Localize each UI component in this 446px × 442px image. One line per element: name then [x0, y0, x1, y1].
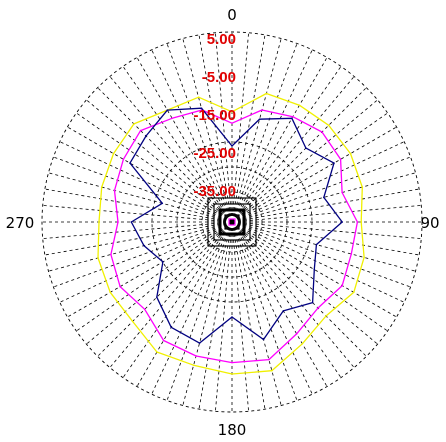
data-point [163, 340, 165, 342]
data-point [109, 292, 111, 294]
data-point [133, 123, 135, 125]
data-point [305, 147, 307, 149]
grid-spoke [68, 127, 233, 222]
grid-spoke [43, 205, 232, 222]
data-point [162, 261, 164, 263]
data-point [140, 130, 142, 132]
data-point [131, 221, 133, 223]
data-point [341, 221, 343, 223]
data-point [156, 296, 158, 298]
ring-label: -25.00 [193, 145, 236, 162]
data-point [268, 359, 270, 361]
grid-spoke [232, 142, 404, 222]
data-point [167, 109, 169, 111]
data-point [114, 190, 116, 192]
data-point [145, 135, 147, 137]
data-point [113, 153, 115, 155]
data-point [317, 307, 319, 309]
data-point [292, 116, 294, 118]
data-point [231, 362, 233, 364]
data-point [263, 339, 265, 341]
grid-spoke [232, 222, 312, 394]
data-point [261, 109, 263, 111]
data-point [341, 285, 343, 287]
data-point [299, 104, 301, 106]
data-point [357, 221, 359, 223]
ring-label: -5.00 [202, 69, 236, 86]
data-point [266, 93, 268, 95]
grid-spoke [232, 58, 327, 223]
data-point [193, 364, 195, 366]
data-point [340, 159, 342, 161]
data-point [170, 327, 172, 329]
angle-label-0: 0 [227, 6, 237, 24]
data-point [97, 257, 99, 259]
data-point [314, 269, 316, 271]
data-point [271, 370, 273, 372]
data-point [323, 197, 325, 199]
data-point [259, 118, 261, 120]
data-point [283, 310, 285, 312]
grid-spoke [232, 39, 281, 223]
data-point [129, 162, 131, 164]
data-point [156, 351, 158, 353]
data-point [117, 221, 119, 223]
data-point [362, 186, 364, 188]
data-point [316, 244, 318, 246]
data-point [325, 315, 327, 317]
data-point [231, 316, 233, 318]
data-point [110, 254, 112, 256]
data-point [231, 373, 233, 375]
data-point [143, 245, 145, 247]
grid-spoke [232, 222, 416, 271]
angle-label-270: 270 [6, 214, 35, 232]
data-point [296, 333, 298, 335]
grid-spoke [152, 222, 232, 394]
angle-label-90: 90 [420, 214, 439, 232]
grid-spoke [49, 222, 233, 271]
angle-label-180: 180 [218, 421, 247, 439]
data-point [123, 159, 125, 161]
data-point [132, 321, 134, 323]
data-point [198, 96, 200, 98]
grid-spoke [232, 222, 404, 302]
data-point [312, 302, 314, 304]
data-point [333, 162, 335, 164]
data-point [363, 257, 365, 259]
data-point [302, 343, 304, 345]
grid-spoke [68, 222, 233, 317]
grid-spoke [232, 222, 281, 406]
data-point [291, 118, 293, 120]
ring-label: -35.00 [193, 183, 236, 200]
grid-spoke [215, 222, 232, 411]
data-point [360, 221, 362, 223]
grid-spoke [183, 222, 232, 406]
data-point [321, 131, 323, 133]
data-point [171, 118, 173, 120]
data-point [328, 125, 330, 127]
grid-spoke [60, 222, 232, 302]
data-point [144, 309, 146, 311]
grid-spoke [232, 205, 421, 222]
ring-label: 5.00 [207, 31, 236, 48]
data-point [119, 286, 121, 288]
ring-label: -15.00 [193, 107, 236, 124]
data-point [162, 203, 164, 205]
data-point [98, 221, 100, 223]
grid-spoke [232, 127, 397, 222]
data-point [350, 153, 352, 155]
grid-spoke [232, 222, 249, 411]
data-point [353, 292, 355, 294]
data-point [195, 355, 197, 357]
grid-spoke [43, 222, 232, 239]
data-point [341, 192, 343, 194]
data-point [199, 342, 201, 344]
data-point [101, 186, 103, 188]
data-point [351, 253, 353, 255]
